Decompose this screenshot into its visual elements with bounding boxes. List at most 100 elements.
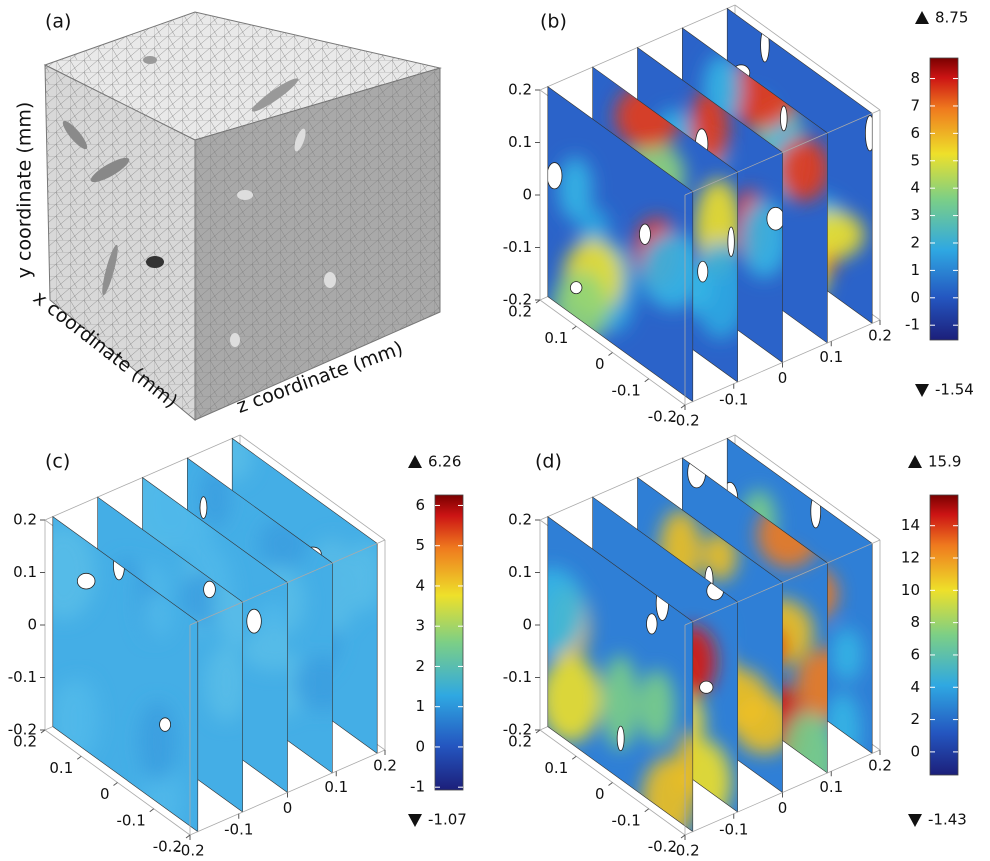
x-tick	[113, 782, 118, 786]
z-tick-label: 0.1	[819, 348, 843, 366]
z-tick-label: 0.2	[373, 757, 397, 775]
field-blob	[824, 692, 861, 754]
axis-label: y coordinate (mm)	[14, 102, 36, 279]
x-tick-label: 0.2	[13, 733, 37, 751]
x-tick-label: -0.1	[116, 811, 145, 829]
colorbar-tick-label: 6	[910, 645, 920, 663]
colorbar-max: 6.26	[428, 453, 461, 471]
field-blob	[240, 628, 288, 671]
x-tick-label: 0.1	[49, 759, 73, 777]
field-blob	[831, 628, 863, 682]
pore	[646, 613, 658, 635]
field-blob	[558, 156, 593, 221]
colorbar-tick-label: 1	[415, 697, 425, 715]
inclusion	[324, 272, 336, 288]
max-marker	[408, 455, 422, 468]
panel-label: (a)	[45, 11, 71, 33]
z-tick-label: 0.1	[324, 778, 348, 796]
z-tick-label: 0.1	[819, 778, 843, 796]
colorbar-tick-label: 14	[901, 516, 920, 534]
x-tick	[644, 808, 650, 813]
box-edge	[684, 539, 881, 626]
x-tick-label: -0.1	[611, 381, 640, 399]
x-tick-label: -0.1	[611, 811, 640, 829]
colorbar-min: -1.07	[428, 811, 467, 829]
field-blob	[602, 655, 639, 750]
pore	[203, 580, 216, 599]
pore	[697, 260, 709, 283]
colorbar-tick-label: 2	[415, 657, 425, 675]
z-tick-label: -0.1	[224, 820, 253, 838]
pore	[616, 725, 625, 752]
y-tick-label: 0	[27, 616, 37, 634]
slice-plot: 0.20.10-0.1-0.20.20.10-0.1-0.2-0.2-0.100…	[503, 4, 892, 430]
x-tick-label: 0	[595, 355, 605, 373]
pore	[699, 680, 714, 694]
y-tick-label: -0.2	[503, 721, 532, 739]
y-tick-label: 0	[522, 616, 532, 634]
pore	[76, 572, 96, 590]
pore	[864, 115, 873, 152]
inclusion	[146, 256, 164, 268]
y-tick-label: 0.2	[13, 511, 37, 529]
box-edge	[734, 4, 881, 111]
z-tick-label: 0.2	[868, 757, 892, 775]
colorbar-tick-label: 2	[910, 233, 920, 251]
x-tick-label: 0	[595, 785, 605, 803]
z-tick-label: -0.1	[719, 390, 748, 408]
field-blob	[62, 678, 100, 759]
y-tick-label: 0.1	[508, 133, 532, 151]
inclusion	[90, 157, 130, 183]
cube-mesh	[45, 12, 440, 140]
colorbar-min: -1.54	[935, 381, 974, 399]
field-blob	[547, 655, 602, 743]
min-marker	[408, 814, 422, 827]
field	[547, 567, 693, 832]
panel-label: (c)	[45, 451, 70, 473]
x-tick-label: -0.2	[648, 408, 677, 426]
x-tick	[608, 352, 613, 356]
x-tick-label: 0.1	[544, 329, 568, 347]
slice-plot: 0.20.10-0.1-0.20.20.10-0.1-0.2-0.2-0.100…	[503, 434, 892, 860]
min-marker	[908, 814, 922, 827]
colorbar-tick-label: 5	[910, 151, 920, 169]
colorbar-tick-label: 6	[910, 124, 920, 142]
y-tick-label: 0.1	[13, 563, 37, 581]
colorbar-tick-label: 4	[415, 576, 425, 594]
z-tick-label: -0.1	[719, 820, 748, 838]
colorbar-tick-label: 4	[910, 179, 920, 197]
y-tick-label: -0.1	[8, 668, 37, 686]
inclusion	[62, 120, 88, 150]
colorbar-tick-label: 4	[910, 678, 920, 696]
field-blob	[775, 137, 828, 202]
colorbar-tick-label: 8	[910, 613, 920, 631]
x-tick-label: -0.2	[648, 838, 677, 856]
colorbar-tick-label: 0	[910, 742, 920, 760]
z-tick-label: -0.2	[175, 842, 204, 860]
x-tick	[535, 729, 541, 734]
colorbar-tick-label: 0	[415, 737, 425, 755]
box-edge	[734, 434, 881, 541]
colorbar-tick-label: 7	[910, 96, 920, 114]
colorbar	[929, 57, 959, 341]
inclusion	[143, 56, 157, 64]
z-tick-label: 0.2	[868, 327, 892, 345]
x-tick	[680, 404, 686, 409]
panel-label: (d)	[535, 451, 562, 473]
colorbar	[929, 494, 959, 776]
colorbar-max: 8.75	[935, 9, 968, 27]
field-blob	[547, 567, 585, 656]
colorbar-tick-label: 10	[901, 581, 920, 599]
pore	[246, 608, 262, 634]
slice-plot: 0.20.10-0.1-0.20.20.10-0.1-0.2-0.2-0.100…	[8, 434, 397, 860]
field-blob	[733, 693, 783, 755]
inclusion	[251, 78, 299, 112]
x-tick	[535, 299, 541, 304]
x-tick	[571, 755, 577, 760]
pore	[780, 105, 788, 132]
field-blob	[52, 524, 96, 620]
box-edge	[189, 539, 386, 626]
pore	[159, 717, 171, 732]
